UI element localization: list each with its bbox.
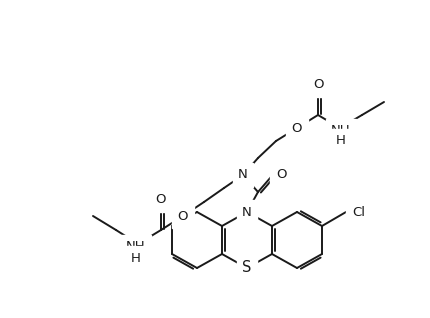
Text: N: N [242,205,252,218]
Text: H: H [336,135,346,148]
Text: O: O [155,193,165,206]
Text: O: O [178,210,188,223]
Text: S: S [243,260,252,275]
Text: O: O [313,78,323,91]
Text: NH: NH [331,125,351,137]
Text: N: N [238,169,248,182]
Text: NH: NH [126,240,146,253]
Text: H: H [131,252,141,265]
Text: O: O [276,169,286,182]
Text: Cl: Cl [352,205,365,218]
Text: O: O [292,121,302,135]
